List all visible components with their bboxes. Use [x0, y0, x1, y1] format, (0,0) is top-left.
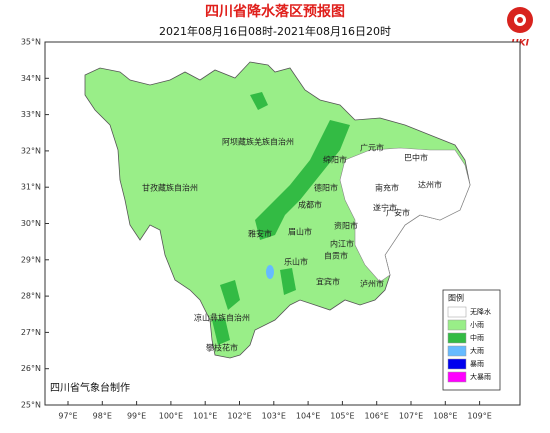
place-label: 资阳市	[334, 221, 358, 231]
place-label: 自贡市	[324, 251, 348, 261]
lon-label: 108°E	[433, 412, 457, 421]
lon-label: 106°E	[365, 412, 389, 421]
lat-label: 29°N	[21, 255, 41, 264]
place-label: 德阳市	[314, 183, 338, 193]
place-label: 成都市	[298, 200, 322, 210]
legend-swatch	[447, 345, 467, 357]
legend-swatch	[447, 306, 467, 318]
lat-label: 31°N	[21, 183, 41, 192]
title: 四川省降水落区预报图	[205, 3, 345, 20]
legend-label: 暴雨	[470, 360, 484, 368]
legend-swatch	[447, 332, 467, 344]
place-label: 广元市	[360, 143, 384, 153]
place-label: 凉山彝族自治州	[194, 313, 250, 323]
subtitle: 2021年08月16日08时-2021年08月16日20时	[159, 24, 391, 38]
lat-label: 26°N	[21, 364, 41, 373]
lat-label: 28°N	[21, 292, 41, 301]
legend-label: 中雨	[470, 333, 484, 342]
place-label: 广安市	[386, 208, 410, 218]
place-label: 攀枝花市	[206, 343, 238, 353]
lat-label: 32°N	[21, 146, 41, 155]
lat-label: 25°N	[21, 401, 41, 410]
place-label: 巴中市	[404, 153, 428, 163]
place-label: 阿坝藏族羌族自治州	[222, 137, 294, 147]
legend-swatch	[447, 358, 467, 370]
province-area	[84, 61, 471, 359]
lon-label: 97°E	[58, 412, 77, 421]
lon-label: 105°E	[330, 412, 354, 421]
legend-swatch	[447, 319, 467, 331]
legend-title: 图例	[448, 293, 464, 303]
lon-label: 100°E	[159, 412, 183, 421]
legend-label: 大雨	[470, 346, 484, 355]
footer: 四川省气象台制作	[50, 381, 130, 394]
place-label: 泸州市	[360, 279, 384, 289]
lon-label: 104°E	[296, 412, 320, 421]
place-label: 内江市	[330, 239, 354, 249]
lon-label: 109°E	[467, 412, 491, 421]
lon-label: 103°E	[262, 412, 286, 421]
legend-swatch	[447, 371, 467, 383]
legend-label: 大暴雨	[470, 372, 491, 381]
lat-label: 34°N	[21, 74, 41, 83]
lat-label: 27°N	[21, 328, 41, 337]
place-label: 南充市	[375, 183, 399, 193]
axis-labels: 35°N 34°N 33°N 32°N 31°N 30°N 29°N 28°N 27°N 26°N…	[21, 38, 492, 421]
place-label: 遂宁市	[373, 203, 397, 213]
lon-label: 102°E	[227, 412, 251, 421]
lon-label: 98°E	[93, 412, 112, 421]
place-label: 乐山市	[284, 257, 308, 267]
place-label: 甘孜藏族自治州	[142, 183, 198, 193]
place-label: 雅安市	[248, 229, 272, 239]
lat-label: 30°N	[21, 219, 41, 228]
legend-label: 无降水	[470, 307, 491, 316]
place-label: 达州市	[418, 180, 442, 190]
lon-label: 101°E	[193, 412, 217, 421]
lat-label: 33°N	[21, 110, 41, 119]
legend-label: 小雨	[470, 320, 484, 329]
lat-label: 35°N	[21, 38, 41, 47]
place-label: 绵阳市	[323, 155, 347, 165]
lon-label: 107°E	[399, 412, 423, 421]
place-label: 宜宾市	[316, 277, 340, 287]
place-label: 眉山市	[288, 227, 312, 237]
lon-label: 99°E	[127, 412, 146, 421]
